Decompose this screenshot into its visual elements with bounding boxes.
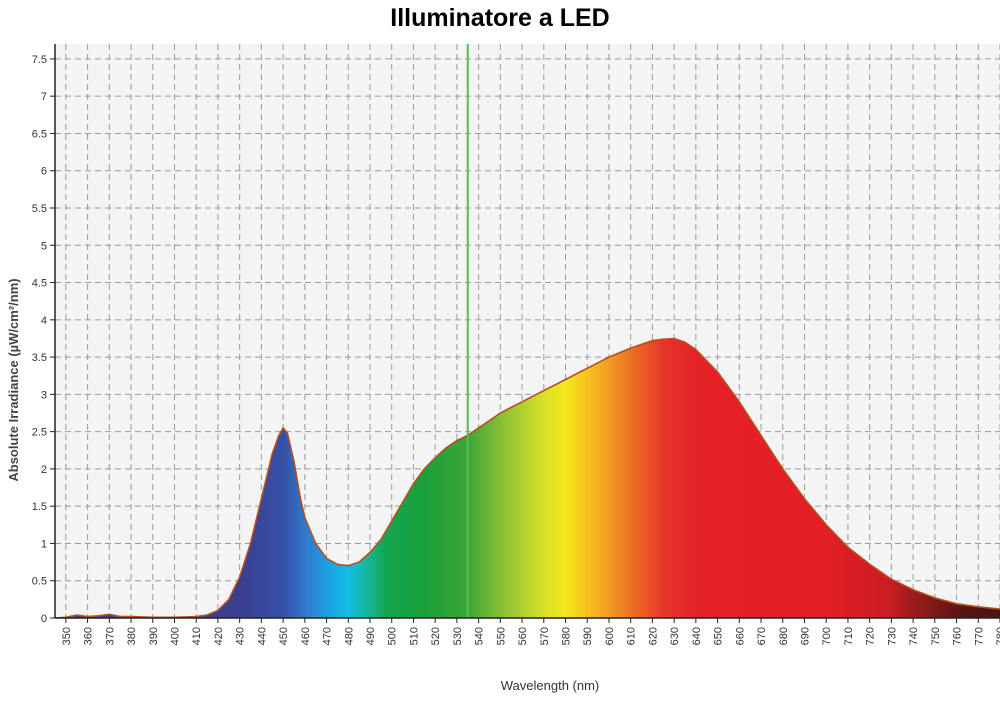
y-axis-label: Absolute Irradiance (µW/cm²/nm) <box>6 278 21 481</box>
x-tick-label: 350 <box>61 627 73 645</box>
x-tick-label: 610 <box>626 627 638 645</box>
x-tick-label: 660 <box>734 627 746 645</box>
x-tick-label: 720 <box>865 627 877 645</box>
y-tick-label: 4.5 <box>32 278 47 290</box>
x-tick-label: 730 <box>886 627 898 645</box>
x-tick-label: 460 <box>300 627 312 645</box>
x-tick-label: 360 <box>83 627 95 645</box>
x-tick-label: 430 <box>235 627 247 645</box>
x-tick-label: 400 <box>170 627 182 645</box>
x-tick-label: 770 <box>973 627 985 645</box>
y-tick-label: 5 <box>41 240 47 252</box>
area-layer <box>54 44 1000 619</box>
x-tick-label: 530 <box>452 627 464 645</box>
x-tick-label: 750 <box>930 627 942 645</box>
x-tick-label: 680 <box>778 627 790 645</box>
spectrum-area <box>55 338 1000 618</box>
y-tick-label: 0.5 <box>32 576 47 588</box>
x-tick-label: 470 <box>322 627 334 645</box>
x-tick-label: 550 <box>495 627 507 645</box>
x-tick-label: 370 <box>104 627 116 645</box>
x-tick-label: 670 <box>756 627 768 645</box>
x-axis-label: Wavelength (nm) <box>501 678 600 693</box>
x-tick-label: 570 <box>539 627 551 645</box>
x-tick-label: 620 <box>647 627 659 645</box>
y-tick-label: 1.5 <box>32 501 47 513</box>
x-tick-label: 740 <box>908 627 920 645</box>
y-tick-label: 6 <box>41 166 47 178</box>
x-tick-label: 580 <box>561 627 573 645</box>
spectrum-outline <box>54 337 1000 619</box>
y-tick-label: 7.5 <box>32 54 47 66</box>
x-tick-label: 510 <box>408 627 420 645</box>
x-tick-label: 540 <box>474 627 486 645</box>
x-tick-label: 380 <box>126 627 138 645</box>
y-ticks: 0 0.5 1 1.5 2 2.5 3 3.5 4 4.5 5 5.5 6 6.5 7 7.5 <box>32 54 55 625</box>
y-tick-label: 6.5 <box>32 128 47 140</box>
x-ticks: 350 360 370 380 390 400 410 420 430 440 450 460 470 4… <box>61 618 1000 645</box>
x-tick-label: 590 <box>582 627 594 645</box>
y-tick-label: 3 <box>41 389 47 401</box>
y-tick-label: 5.5 <box>32 203 47 215</box>
x-tick-label: 780 <box>995 627 1000 645</box>
x-tick-label: 520 <box>430 627 442 645</box>
x-tick-label: 490 <box>365 627 377 645</box>
y-tick-label: 2 <box>41 464 47 476</box>
y-tick-label: 2.5 <box>32 427 47 439</box>
x-tick-label: 560 <box>517 627 529 645</box>
x-tick-label: 440 <box>256 627 268 645</box>
x-tick-label: 390 <box>148 627 160 645</box>
x-tick-label: 690 <box>800 627 812 645</box>
x-tick-label: 410 <box>191 627 203 645</box>
y-tick-label: 1 <box>41 538 47 550</box>
x-tick-label: 710 <box>843 627 855 645</box>
y-tick-label: 4 <box>41 315 47 327</box>
x-tick-label: 480 <box>343 627 355 645</box>
x-tick-label: 450 <box>278 627 290 645</box>
x-tick-label: 640 <box>691 627 703 645</box>
x-tick-label: 600 <box>604 627 616 645</box>
x-tick-label: 630 <box>669 627 681 645</box>
x-tick-label: 500 <box>387 627 399 645</box>
x-tick-label: 760 <box>952 627 964 645</box>
x-tick-label: 650 <box>713 627 725 645</box>
x-tick-label: 420 <box>213 627 225 645</box>
chart-title: Illuminatore a LED <box>390 4 610 32</box>
y-tick-label: 7 <box>41 91 47 103</box>
x-tick-label: 700 <box>821 627 833 645</box>
y-tick-label: 0 <box>41 613 47 625</box>
y-tick-label: 3.5 <box>32 352 47 364</box>
